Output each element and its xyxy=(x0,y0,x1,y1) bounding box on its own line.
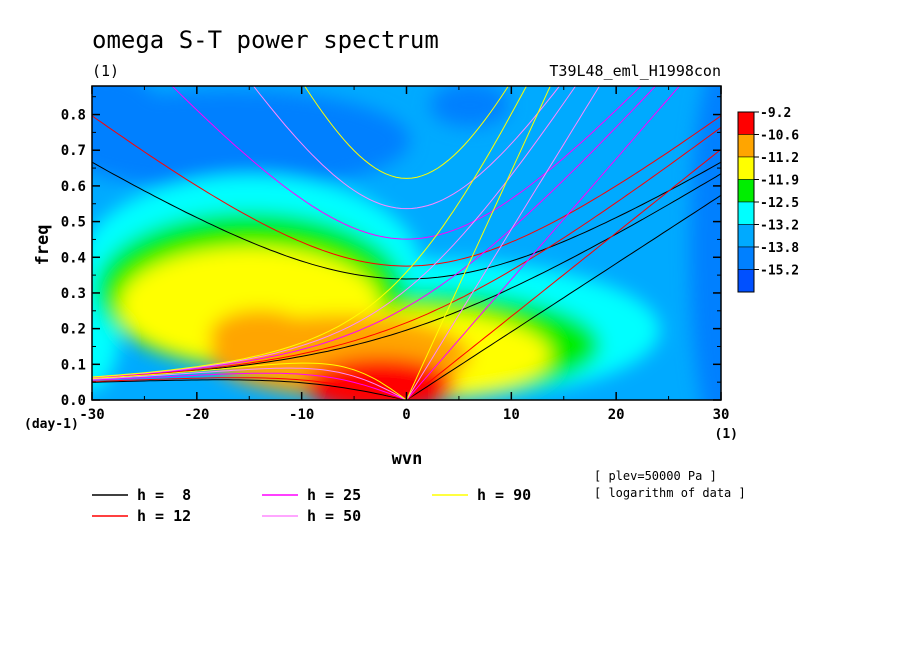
y-tick-label: 0.2 xyxy=(61,322,86,338)
x-axis-label: wvn xyxy=(392,449,423,469)
y-unit-label: (day-1) xyxy=(24,417,79,432)
note-plev: [ plev=50000 Pa ] xyxy=(594,469,717,483)
x-tick-label: 20 xyxy=(608,407,625,423)
legend-label: h = 50 xyxy=(307,507,361,525)
rossby-curve-h-50 xyxy=(92,367,407,400)
run-label: T39L48_eml_H1998con xyxy=(549,62,721,80)
colorbar-swatch xyxy=(737,134,755,158)
mrg-curve-h-50 xyxy=(92,86,577,378)
colorbar-swatch xyxy=(737,269,755,293)
x-tick-label: -30 xyxy=(79,407,104,423)
rossby-curve-h-8 xyxy=(92,379,407,400)
ig-curve-h-25 xyxy=(171,86,642,240)
mrg-curve-h-25 xyxy=(92,86,657,378)
rossby-curve-h-12 xyxy=(92,377,407,400)
y-axis-label: freq xyxy=(33,225,53,266)
colorbar-label: -15.2 xyxy=(760,264,799,279)
x-tick-label: -10 xyxy=(289,407,314,423)
y-tick-label: 0.4 xyxy=(61,250,86,266)
rossby-curve-h-25 xyxy=(92,372,407,400)
kelvin-curve-h-50 xyxy=(406,86,601,400)
colorbar-label: -9.2 xyxy=(760,106,791,121)
colorbar-swatch xyxy=(737,179,755,203)
mrg-curve-h-12 xyxy=(92,126,721,379)
chart-title: omega S-T power spectrum xyxy=(92,26,439,54)
colorbar-label: -11.9 xyxy=(760,174,799,189)
colorbar-swatch xyxy=(737,156,755,180)
x-tick-label: 10 xyxy=(503,407,520,423)
colorbar: -9.2 -10.6 -11.2 -11.9 -12.5 -13.2 -13.8 -15.2 xyxy=(737,106,799,293)
y-tick-label: 0.3 xyxy=(61,286,86,302)
legend: h = 8 h = 12 h = 25 h = 50 h = 90 xyxy=(92,486,531,525)
x-tick-label: 0 xyxy=(402,407,410,423)
y-tick-label: 0.5 xyxy=(61,215,86,231)
x-tick-label: 30 xyxy=(713,407,730,423)
legend-label: h = 25 xyxy=(307,486,361,504)
legend-label: h = 12 xyxy=(137,507,191,525)
note-log: [ logarithm of data ] xyxy=(594,486,746,500)
kelvin-curve-h-90 xyxy=(406,86,551,400)
colorbar-swatch xyxy=(737,111,755,135)
ig-curve-h-8 xyxy=(92,161,721,280)
ig-curve-h-50 xyxy=(252,86,561,210)
y-tick-label: 0.1 xyxy=(61,357,86,373)
kelvin-curve-h-12 xyxy=(406,148,721,400)
kelvin-curve-h-25 xyxy=(406,86,681,400)
ig-curve-h-12 xyxy=(92,115,721,267)
x-tick-label: -20 xyxy=(184,407,209,423)
colorbar-label: -13.8 xyxy=(760,241,799,256)
y-tick-label: 0.0 xyxy=(61,393,86,409)
colorbar-swatch xyxy=(737,246,755,270)
colorbar-label: -12.5 xyxy=(760,196,799,211)
colorbar-swatch xyxy=(737,224,755,248)
y-tick-label: 0.7 xyxy=(61,143,86,159)
y-axis: 0.0 0.1 0.2 0.3 0.4 0.5 0.6 0.7 0.8 xyxy=(61,96,721,409)
y-tick-label: 0.6 xyxy=(61,179,86,195)
mrg-curve-h-90 xyxy=(92,86,528,378)
unit-label: (1) xyxy=(92,62,119,80)
colorbar-label: -13.2 xyxy=(760,219,799,234)
y-tick-label: 0.8 xyxy=(61,108,86,124)
colorbar-swatch xyxy=(737,201,755,225)
legend-label: h = 8 xyxy=(137,486,191,504)
ig-curve-h-90 xyxy=(304,86,509,179)
x-axis: -30 -20 -10 0 10 20 30 xyxy=(79,86,729,423)
kelvin-curve-h-8 xyxy=(406,194,721,400)
colorbar-label: -11.2 xyxy=(760,151,799,166)
rossby-curve-h-90 xyxy=(92,362,407,400)
dispersion-curves xyxy=(92,86,721,400)
contour-field xyxy=(92,86,721,400)
colorbar-label: -10.6 xyxy=(760,129,799,144)
x-unit-label: (1) xyxy=(715,427,738,442)
legend-label: h = 90 xyxy=(477,486,531,504)
